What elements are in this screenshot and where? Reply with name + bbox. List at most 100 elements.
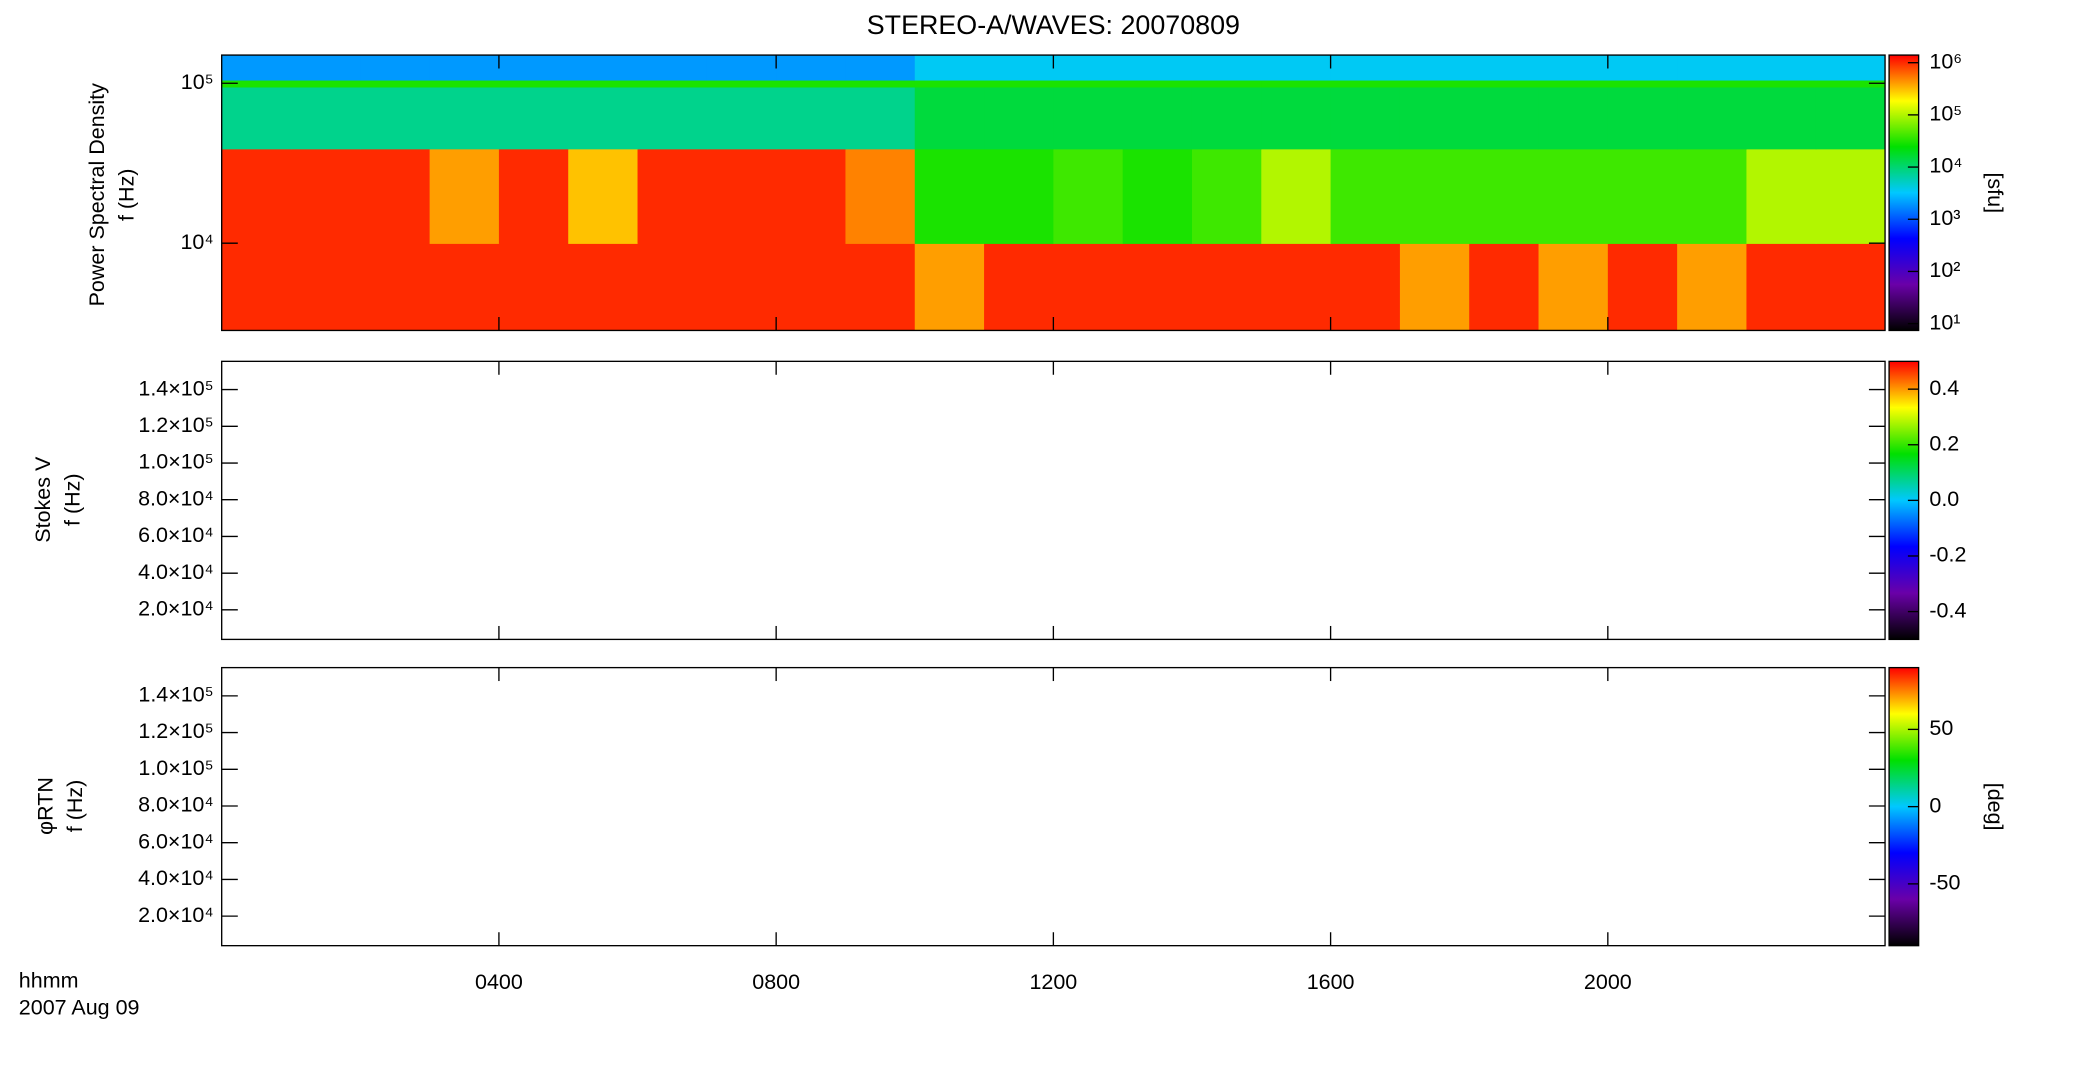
heatmap-cell [1399, 55, 1470, 81]
heatmap-cell [1261, 148, 1332, 244]
heatmap-cell [1677, 148, 1748, 244]
heatmap-cell [1815, 55, 1886, 81]
colorbar-tick-label: -0.4 [1929, 598, 1966, 622]
heatmap-cell [221, 243, 292, 331]
x-tick-label: 0800 [752, 970, 800, 994]
heatmap-cell [1191, 243, 1262, 331]
colorbar-label: [deg] [1983, 783, 2007, 831]
colorbar-tick-label: -50 [1929, 871, 1960, 895]
y-axis-label: Power Spectral Density [85, 83, 109, 307]
colorbar-tick-label: 10⁶ [1929, 49, 1962, 73]
heatmap-cell [1538, 243, 1609, 331]
heatmap-cell [221, 86, 292, 150]
heatmap-cell [1538, 148, 1609, 244]
heatmap-cell [1261, 79, 1332, 88]
heatmap-cell [1399, 148, 1470, 244]
x-tick-label: 1200 [1029, 970, 1077, 994]
heatmap-cell [984, 86, 1055, 150]
heatmap-cell [776, 55, 847, 81]
heatmap-cell [1746, 148, 1817, 244]
heatmap-cell [360, 148, 431, 244]
heatmap-cell [290, 243, 361, 331]
heatmap-cell [568, 243, 639, 331]
heatmap-cell [1607, 86, 1678, 150]
heatmap-cell [1191, 148, 1262, 244]
heatmap-cell [637, 79, 708, 88]
y-tick-label: 2.0×10⁴ [138, 597, 214, 621]
heatmap-cell [1053, 243, 1124, 331]
y-tick-label: 1.4×10⁵ [138, 376, 213, 400]
heatmap-cell [1191, 79, 1262, 88]
heatmap-cell [1330, 79, 1401, 88]
heatmap-cell [1469, 55, 1540, 81]
colorbar-tick-label: 10⁵ [1929, 102, 1962, 126]
heatmap-cell [429, 55, 500, 81]
colorbar-tick-label: -0.2 [1929, 543, 1966, 567]
heatmap-cell [706, 148, 777, 244]
heatmap-cell [1399, 79, 1470, 88]
heatmap-cell [1607, 55, 1678, 81]
heatmap-cell [221, 148, 292, 244]
y-tick-label: 8.0×10⁴ [138, 486, 214, 510]
heatmap-cell [845, 243, 916, 331]
heatmap-cell [637, 148, 708, 244]
y-axis-label: f (Hz) [61, 473, 85, 526]
heatmap-cell [776, 86, 847, 150]
heatmap-cell [429, 79, 500, 88]
heatmap-cell [1122, 148, 1193, 244]
heatmap-cell [914, 55, 985, 81]
heatmap-cell [1677, 86, 1748, 150]
heatmap-cell [568, 86, 639, 150]
x-tick-label: 1600 [1307, 970, 1355, 994]
heatmap-cell [1053, 86, 1124, 150]
heatmap-cell [1053, 55, 1124, 81]
heatmap-cell [1607, 79, 1678, 88]
heatmap-cell [1677, 243, 1748, 331]
heatmap-cell [1815, 243, 1886, 331]
heatmap-cell [637, 243, 708, 331]
plot-frame [221, 360, 1886, 641]
heatmap-cell [290, 148, 361, 244]
heatmap-cell [1191, 86, 1262, 150]
heatmap-cell [1677, 55, 1748, 81]
heatmap-cell [1122, 55, 1193, 81]
y-tick-label: 10⁴ [180, 230, 213, 254]
heatmap-cell [845, 86, 916, 150]
heatmap-cell [498, 86, 569, 150]
heatmap-cell [845, 79, 916, 88]
heatmap-cell [1330, 148, 1401, 244]
heatmap-cell [1677, 79, 1748, 88]
colorbar-tick-label: 0.2 [1929, 431, 1959, 455]
heatmap-cell [1469, 148, 1540, 244]
y-axis-label: f (Hz) [114, 169, 138, 222]
heatmap-cell [1399, 243, 1470, 331]
chart-title: STEREO-A/WAVES: 20070809 [867, 10, 1240, 40]
heatmap-cell [1469, 79, 1540, 88]
heatmap-cell [776, 243, 847, 331]
heatmap-cell [568, 148, 639, 244]
heatmap-cell [776, 148, 847, 244]
colorbar-tick-label: 0.0 [1929, 487, 1959, 511]
heatmap-cell [290, 79, 361, 88]
x-tick-label: 2000 [1584, 970, 1632, 994]
heatmap-cell [984, 148, 1055, 244]
heatmap-cell [498, 55, 569, 81]
heatmap-cell [1399, 86, 1470, 150]
heatmap-cell [1538, 79, 1609, 88]
heatmap-cell [429, 148, 500, 244]
heatmap-cell [1191, 55, 1262, 81]
heatmap-cell [1469, 243, 1540, 331]
colorbar [1888, 54, 1920, 332]
heatmap-cell [1538, 55, 1609, 81]
heatmap-cell [1122, 79, 1193, 88]
y-tick-label: 10⁵ [181, 70, 214, 94]
date-label: 2007 Aug 09 [19, 995, 140, 1019]
heatmap-cell [984, 243, 1055, 331]
heatmap-cell [1330, 243, 1401, 331]
heatmap-cell [914, 148, 985, 244]
y-tick-label: 1.2×10⁵ [138, 719, 213, 743]
heatmap-cell [360, 243, 431, 331]
heatmap-cell [1815, 148, 1886, 244]
